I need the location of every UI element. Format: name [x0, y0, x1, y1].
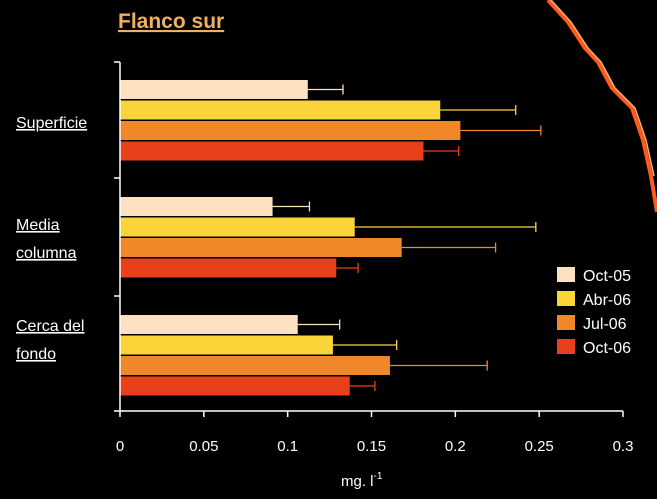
bar-group [120, 315, 488, 396]
category-label: Media [16, 217, 60, 234]
category-label: Cerca del [16, 318, 84, 335]
x-tick-label: 0.3 [613, 438, 634, 455]
chart-title: Flanco sur [118, 10, 224, 33]
x-axis-label: mg. l-1 [341, 471, 383, 490]
x-tick-label: 0.05 [189, 438, 218, 455]
legend-swatch [557, 267, 575, 282]
x-tick-label: 0.25 [525, 438, 554, 455]
x-tick-label: 0 [116, 438, 124, 455]
bar [120, 315, 298, 334]
category-label: Superficie [16, 115, 87, 132]
decorative-curve-inner [550, 0, 655, 177]
bar [120, 258, 337, 278]
legend: Oct-05 Abr-06 Jul-06 Oct-06 [557, 267, 631, 357]
legend-label: Jul-06 [583, 316, 627, 333]
legend-label: Oct-06 [583, 340, 631, 357]
legend-item: Abr-06 [557, 291, 631, 309]
x-axis-label-exponent: -1 [374, 471, 383, 482]
bar [120, 80, 308, 99]
x-axis-ticks: 0 0.05 0.1 0.15 0.2 0.25 0.3 [116, 411, 634, 455]
bar [120, 217, 355, 237]
plot-area [114, 61, 542, 412]
legend-item: Oct-06 [557, 339, 631, 357]
x-axis-label-base: mg. l [341, 473, 374, 490]
category-label: columna [16, 245, 77, 262]
bar [120, 197, 273, 216]
legend-item: Oct-05 [557, 267, 631, 285]
legend-label: Abr-06 [583, 292, 631, 309]
legend-swatch [557, 291, 575, 306]
legend-label: Oct-05 [583, 268, 631, 285]
bar [120, 376, 350, 396]
x-tick-label: 0.1 [277, 438, 298, 455]
bar [120, 335, 333, 355]
bar [120, 100, 441, 120]
bar-group [120, 80, 542, 161]
category-labels: Superficie Media columna Cerca del fondo [16, 115, 87, 363]
decorative-curve [546, 0, 657, 213]
bar [120, 121, 461, 140]
bar [120, 356, 390, 375]
bar [120, 141, 424, 161]
x-tick-label: 0.15 [357, 438, 386, 455]
legend-item: Jul-06 [557, 315, 627, 333]
category-label: fondo [16, 346, 56, 363]
bar [120, 238, 402, 257]
legend-swatch [557, 315, 575, 330]
bar-group [120, 197, 537, 278]
legend-swatch [557, 339, 575, 354]
x-tick-label: 0.2 [445, 438, 466, 455]
